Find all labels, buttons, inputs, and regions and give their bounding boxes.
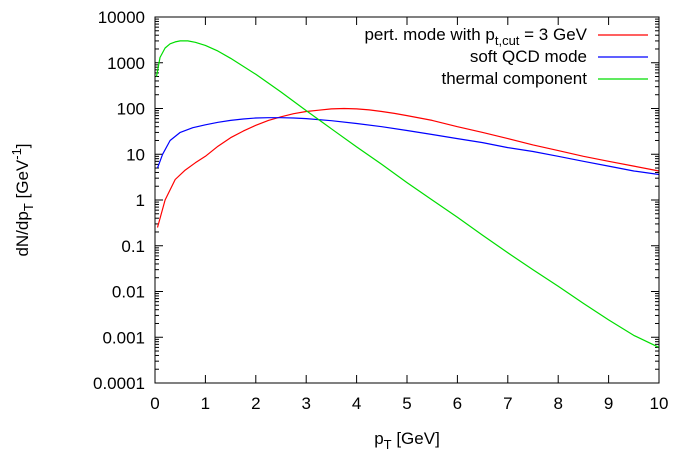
legend-label-pert-pre: pert. mode with p xyxy=(364,25,494,44)
y-tick-label: 1000 xyxy=(107,54,145,73)
x-tick-labels: 0 1 2 3 4 5 6 7 8 9 10 xyxy=(150,394,668,413)
x-tick-label: 2 xyxy=(251,394,260,413)
y-tick-label: 100 xyxy=(117,100,145,119)
x-tick-label: 4 xyxy=(352,394,361,413)
x-axis-title: pT [GeV] xyxy=(374,429,440,449)
x-tick-label: 8 xyxy=(553,394,562,413)
legend-label-soft-qcd: soft QCD mode xyxy=(470,47,587,66)
y-axis-title-rest: [GeV xyxy=(13,159,32,203)
y-axis-title: dN/dpT [GeV-1] xyxy=(9,143,36,256)
y-axis-title-main: dN/dp xyxy=(13,211,32,256)
legend: pert. mode with pt,cut = 3 GeV soft QCD … xyxy=(364,25,648,88)
x-axis-title-main: p xyxy=(374,429,383,448)
legend-entry-thermal: thermal component xyxy=(441,69,648,88)
y-tick-label: 0.0001 xyxy=(93,374,145,393)
series-line-thermal xyxy=(155,40,660,348)
x-axis-title-sub: T xyxy=(384,437,392,449)
y-axis-title-sub: T xyxy=(21,203,36,211)
series-layer xyxy=(155,40,660,348)
legend-entry-pert: pert. mode with pt,cut = 3 GeV xyxy=(364,25,648,48)
y-axis-title-sup: -1 xyxy=(9,148,24,160)
y-tick-labels: 0.0001 0.001 0.01 0.1 1 10 100 1000 10000 xyxy=(93,8,145,393)
y-tick-label: 0.001 xyxy=(102,328,145,347)
x-tick-label: 7 xyxy=(503,394,512,413)
y-tick-label: 1 xyxy=(136,191,145,210)
x-axis-title-rest: [GeV] xyxy=(392,429,440,448)
x-tick-label: 9 xyxy=(604,394,613,413)
x-tick-label: 3 xyxy=(301,394,310,413)
legend-label-thermal: thermal component xyxy=(441,69,587,88)
y-tick-label: 0.01 xyxy=(112,283,145,302)
x-tick-label: 5 xyxy=(402,394,411,413)
axis-ticks xyxy=(154,16,660,384)
legend-label-pert-sub: t,cut xyxy=(495,33,520,48)
legend-label-thermal-pre: thermal component xyxy=(441,69,587,88)
legend-label-pert: pert. mode with pt,cut = 3 GeV xyxy=(364,25,587,48)
legend-label-soft-qcd-pre: soft QCD mode xyxy=(470,47,587,66)
x-tick-label: 1 xyxy=(201,394,210,413)
x-tick-label: 0 xyxy=(150,394,159,413)
y-tick-label: 10 xyxy=(126,145,145,164)
x-tick-label: 10 xyxy=(650,394,669,413)
y-tick-label: 0.1 xyxy=(121,237,145,256)
series-line-pert xyxy=(156,107,660,228)
legend-label-pert-post: = 3 GeV xyxy=(519,25,587,44)
y-tick-label: 10000 xyxy=(98,8,145,27)
plot-frame xyxy=(154,16,660,384)
y-axis-title-end: ] xyxy=(13,143,32,148)
x-tick-label: 6 xyxy=(453,394,462,413)
legend-entry-soft-qcd: soft QCD mode xyxy=(470,47,648,66)
